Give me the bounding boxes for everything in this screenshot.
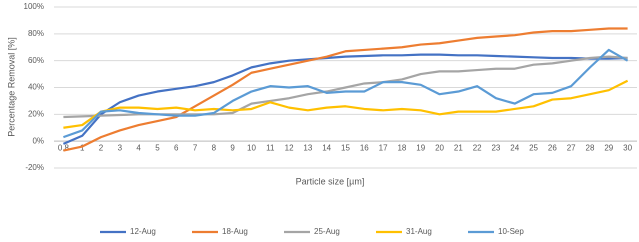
legend-label: 10-Sep [498, 227, 524, 236]
x-tick-label: 16 [360, 143, 369, 152]
x-tick-label: 28 [586, 143, 595, 152]
y-tick-label: 100% [24, 2, 44, 11]
x-tick-label: 3 [118, 143, 123, 152]
x-tick-label: 0.8 [58, 143, 70, 152]
x-tick-label: 8 [212, 143, 217, 152]
legend-label: 12-Aug [130, 227, 156, 236]
x-tick-label: 18 [397, 143, 406, 152]
x-axis-title: Particle size [µm] [296, 176, 365, 186]
x-tick-label: 13 [303, 143, 312, 152]
y-tick-label: 40% [28, 83, 44, 92]
series-line [63, 79, 629, 129]
x-tick-label: 19 [416, 143, 425, 152]
x-tick-label: 15 [341, 143, 350, 152]
x-tick-label: 7 [193, 143, 198, 152]
x-tick-label: 2 [99, 143, 104, 152]
x-tick-label: 29 [604, 143, 613, 152]
y-tick-label: 20% [28, 109, 44, 118]
x-tick-label: 26 [548, 143, 557, 152]
x-tick-label: 21 [454, 143, 463, 152]
y-tick-label: 80% [28, 29, 44, 38]
y-tick-label: 60% [28, 56, 44, 65]
x-tick-label: 5 [155, 143, 160, 152]
x-tick-label: 27 [567, 143, 576, 152]
x-tick-label: 11 [266, 143, 275, 152]
x-tick-label: 9 [230, 143, 235, 152]
x-tick-label: 1 [80, 143, 85, 152]
x-tick-label: 10 [247, 143, 256, 152]
x-tick-label: 30 [623, 143, 632, 152]
x-tick-label: 4 [136, 143, 141, 152]
x-tick-label: 12 [285, 143, 294, 152]
y-tick-label: -20% [25, 163, 44, 172]
legend-label: 25-Aug [314, 227, 340, 236]
series-line [63, 48, 629, 139]
series-line [62, 53, 628, 145]
legend-label: 31-Aug [406, 227, 432, 236]
x-tick-label: 24 [510, 143, 519, 152]
x-tick-label: 17 [379, 143, 388, 152]
legend-label: 18-Aug [222, 227, 248, 236]
x-tick-label: 20 [435, 143, 444, 152]
y-tick-label: 0% [32, 136, 44, 145]
x-tick-label: 23 [491, 143, 500, 152]
x-tick-label: 25 [529, 143, 538, 152]
x-tick-label: 14 [322, 143, 331, 152]
y-axis-title: Percentage Removal [%] [6, 37, 16, 137]
series-line [63, 27, 628, 152]
x-tick-label: 6 [174, 143, 179, 152]
x-tick-label: 22 [473, 143, 482, 152]
